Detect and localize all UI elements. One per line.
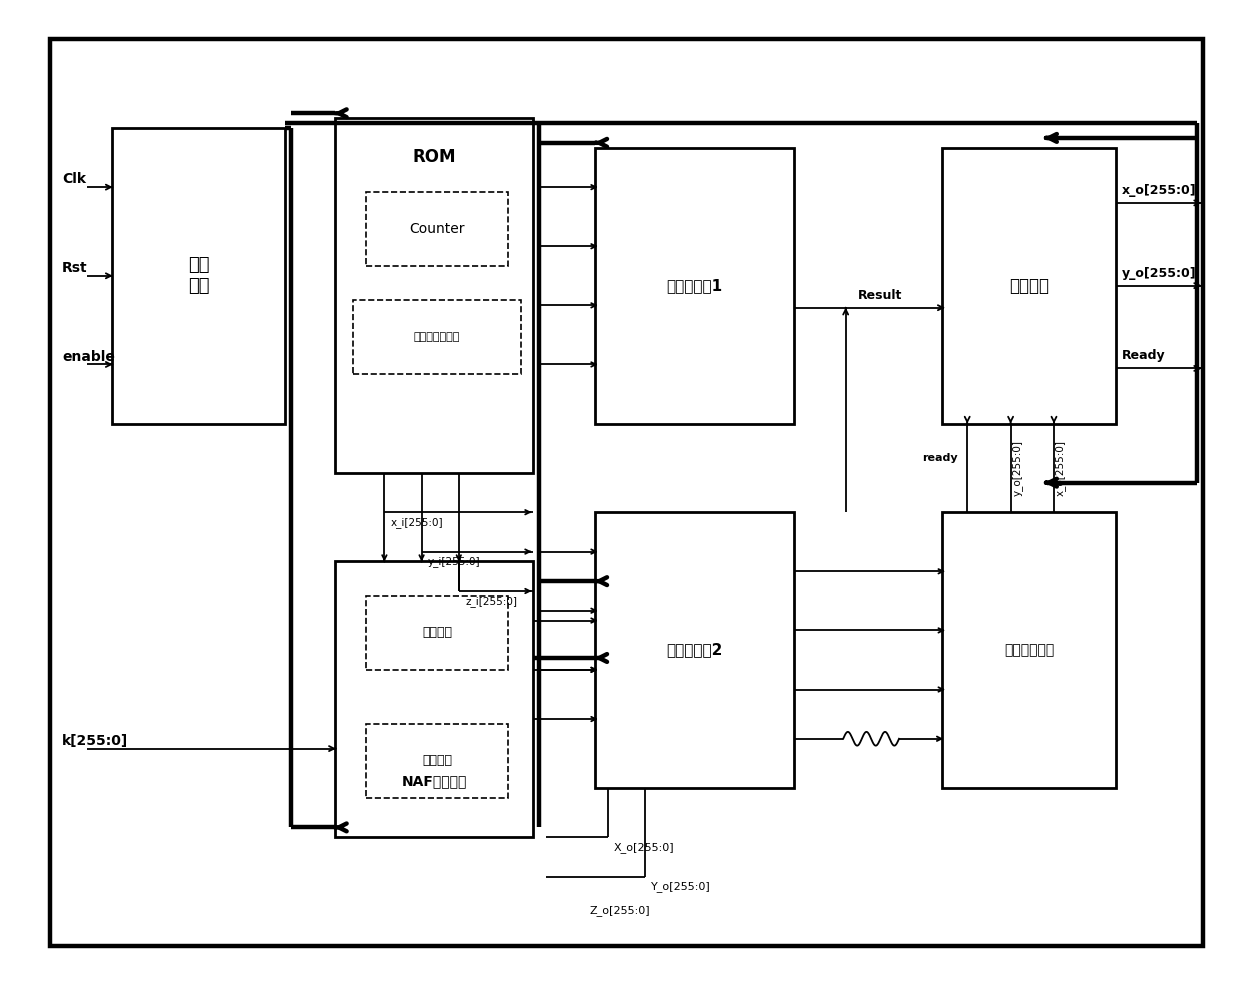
Text: 点验证模块1: 点验证模块1 [666,278,723,294]
Bar [335,561,533,837]
Text: 倍点算法: 倍点算法 [422,755,453,767]
Text: y_i[255:0]: y_i[255:0] [428,557,480,567]
Bar [353,300,521,374]
Text: NAF点乘模块: NAF点乘模块 [402,774,466,788]
Text: Counter: Counter [409,222,465,236]
Text: Result: Result [858,290,903,302]
Text: Y_o[255:0]: Y_o[255:0] [651,882,711,892]
Text: x_o[255:0]: x_o[255:0] [1122,184,1197,197]
Text: x_o[255:0]: x_o[255:0] [1055,440,1065,495]
Text: z_i[255:0]: z_i[255:0] [465,596,517,607]
Bar [942,512,1116,788]
Text: k[255:0]: k[255:0] [62,734,128,748]
Text: 随机化基点坐标: 随机化基点坐标 [414,332,460,343]
Text: Z_o[255:0]: Z_o[255:0] [590,905,650,916]
Text: 点验证模块2: 点验证模块2 [666,642,723,658]
Bar [942,148,1116,424]
Bar [595,148,794,424]
Text: y_o[255:0]: y_o[255:0] [1012,440,1022,495]
Bar [366,724,508,798]
Text: 主控
模块: 主控 模块 [187,256,210,296]
Bar [112,128,285,424]
Bar [366,596,508,670]
Bar [366,192,508,266]
Text: Rst: Rst [62,261,88,275]
Text: 点加算法: 点加算法 [422,626,453,639]
Text: Clk: Clk [62,172,86,186]
Text: 输出模块: 输出模块 [1009,277,1049,295]
Text: ready: ready [921,453,957,463]
Text: y_o[255:0]: y_o[255:0] [1122,267,1197,280]
Bar [335,118,533,473]
Text: X_o[255:0]: X_o[255:0] [614,842,675,853]
Bar [595,512,794,788]
Text: enable: enable [62,350,115,363]
Text: Ready: Ready [1122,350,1166,362]
Text: x_i[255:0]: x_i[255:0] [391,517,443,528]
Text: 坐标转换模块: 坐标转换模块 [1004,643,1054,657]
Text: ROM: ROM [412,148,456,165]
